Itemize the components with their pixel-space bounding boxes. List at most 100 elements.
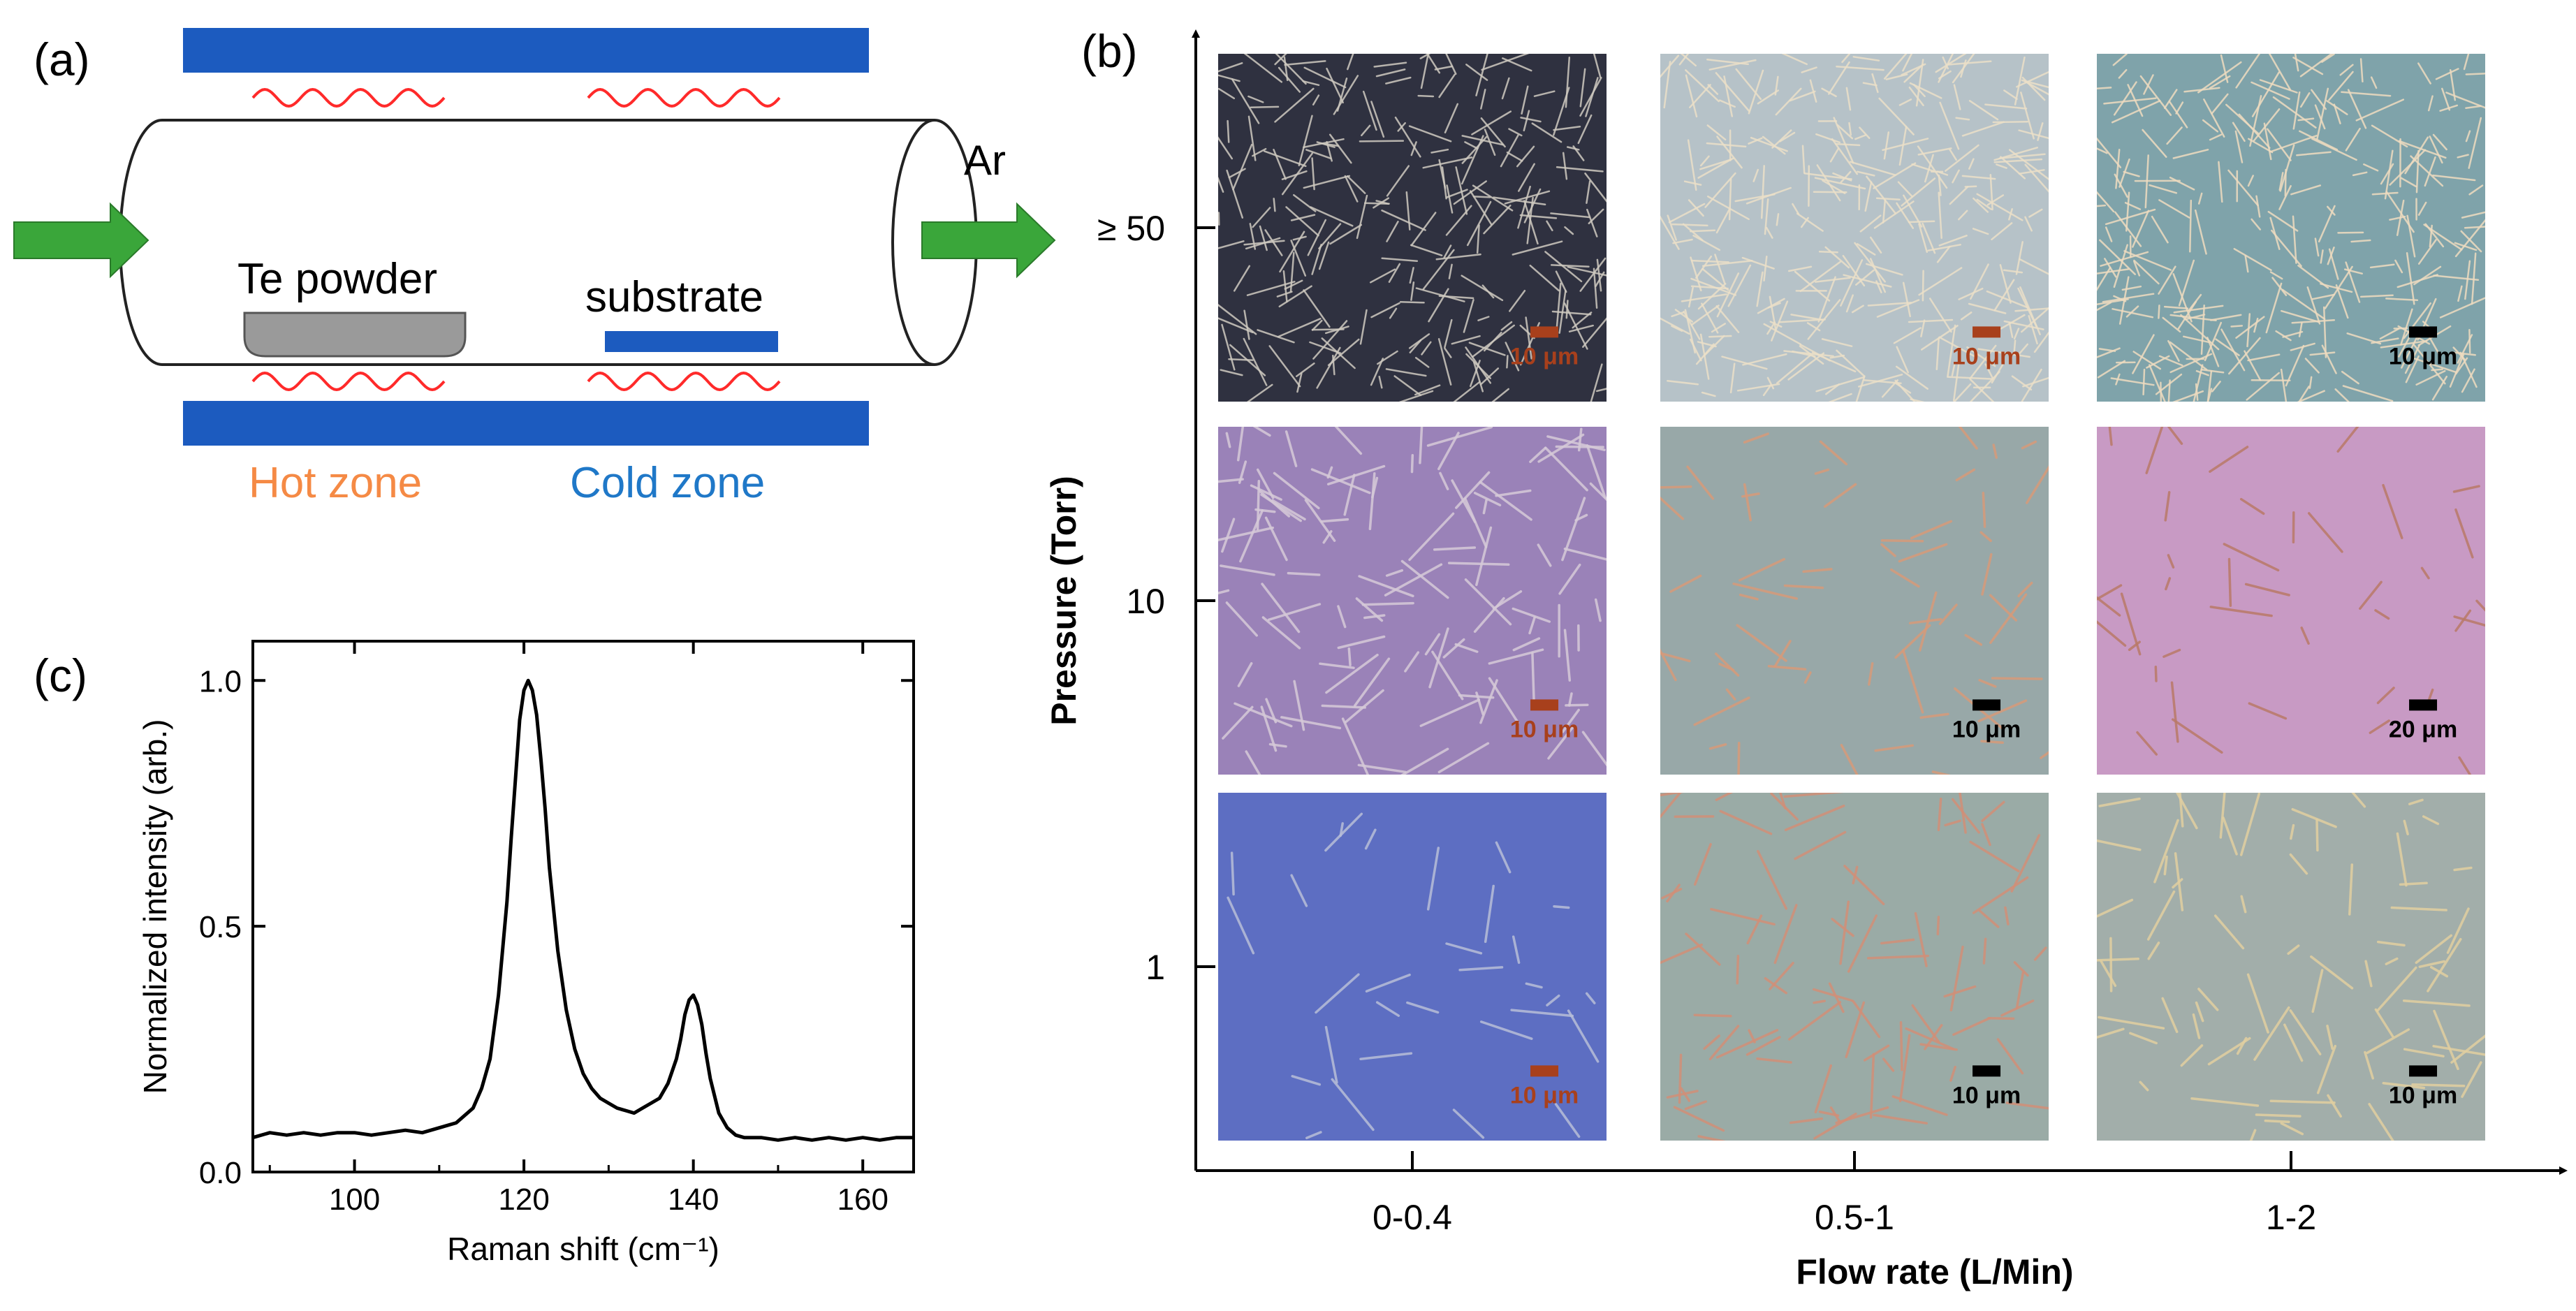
panel-c-label: (c) [34,650,87,701]
substrate-label: substrate [585,273,763,321]
nanowire [1993,678,2042,679]
nanowire [2158,305,2159,318]
panel-a-label: (a) [34,34,90,85]
micrograph-grid: 10 μm 10 μm 10 μm 10 μm 10 μm 20 μm 10 μm 10 μm… [1199,41,2501,1152]
nanowire [1360,141,1403,142]
nanowire [1983,493,1984,527]
scale-bar [2409,1065,2437,1076]
gas-label: Ar [964,137,1006,184]
scale-bar-label: 10 μm [1952,716,2021,742]
nanowire [1709,336,1731,337]
panel-b-label: (b) [1081,25,1138,77]
y-tick-label: 1.0 [199,664,242,698]
nanowire [2094,205,2105,206]
micrograph: 10 μm [2077,772,2487,1152]
scale-bar-label: 10 μm [1510,343,1579,369]
micrograph: 10 μm [1215,405,1620,781]
scale-bar [1973,699,2000,710]
nanowire [2271,1101,2334,1103]
nanowire [1412,455,1413,472]
micrograph: 10 μm [1645,41,2068,416]
micrograph: 10 μm [1639,427,2056,802]
nanowire [1984,939,1985,963]
nanowire [2469,330,2470,353]
te-powder-boat [244,313,465,356]
nanowire [1349,649,1350,665]
y-tick-label: 0.0 [199,1156,242,1190]
nanowire [1288,573,1319,575]
nanowire [2317,820,2318,851]
inlet-flow-arrow-icon [14,204,148,277]
nanowire [1449,563,1509,564]
flow-rate-tick-label: 0-0.4 [1373,1198,1452,1237]
hot-zone-label: Hot zone [249,459,422,507]
raman-spectrum-line [253,680,914,1140]
scale-bar [2409,699,2437,710]
heating-coil [253,373,444,390]
scale-bar-label: 10 μm [2389,343,2457,369]
nanowire [2230,559,2231,606]
nanowire [1474,196,1490,197]
axis-ticks [253,641,914,1172]
tube-outline [120,120,935,365]
pressure-axis-title: Pressure (Torr) [1044,476,1083,726]
nanowire [1649,487,1691,488]
substrate [605,331,778,352]
nanowire [1556,447,1603,448]
nanowire [1737,956,1738,983]
nanowire [1258,481,1259,529]
panel-b: (b) ≥ 50 10 1 0-0.4 0.5-1 1-2 Pressure (Torr… [1044,25,2563,1291]
nanowire [1363,603,1413,605]
x-tick-label: 120 [498,1182,549,1217]
nanowire [2401,883,2427,884]
scale-bar [1530,326,1558,337]
nanowire [1989,1018,2014,1019]
source-label: Te powder [237,255,437,303]
nanowire [1228,121,1229,142]
flow-rate-tick-label: 1-2 [2266,1198,2316,1237]
pressure-tick-label: 1 [1146,948,1165,987]
flow-rate-axis-title: Flow rate (L/Min) [1796,1252,2073,1291]
scale-bar [1530,699,1558,710]
heating-coil [588,89,780,106]
nanowire [1901,1023,1903,1070]
nanowire [1820,251,1838,252]
nanowire [1554,907,1569,908]
x-tick-label: 160 [837,1182,888,1217]
pressure-ticks: ≥ 50 10 1 [1097,209,1215,987]
nanowire [1909,221,1934,222]
x-tick-label: 100 [329,1182,380,1217]
scale-bar-label: 20 μm [2389,716,2457,742]
nanowire [2256,1115,2300,1116]
pressure-tick-label: 10 [1126,582,1165,621]
micrograph: 10 μm [1218,793,1607,1141]
micrograph: 10 μm [1199,42,1612,411]
pressure-tick-label: ≥ 50 [1097,209,1165,248]
scale-bar-label: 10 μm [2389,1082,2457,1108]
scale-bar-label: 10 μm [1510,1082,1579,1108]
micrograph: 10 μm [2085,42,2501,419]
nanowire [2190,200,2191,251]
nanowire [1690,230,1715,232]
scale-bar-label: 10 μm [1510,716,1579,742]
scale-bar [1973,326,2000,337]
micrograph: 20 μm [2074,407,2491,782]
micrograph: 10 μm [1650,770,2062,1142]
scale-bar-label: 10 μm [1952,1082,2021,1108]
nanowire [2111,938,2112,991]
flow-rate-tick-label: 0.5-1 [1815,1198,1894,1237]
scale-bar [2409,326,2437,337]
top-heater [183,28,869,73]
nanowire [1229,359,1252,360]
panel-c: (c) 100 120 140 160 0.0 0.5 1.0 Raman shift (c… [34,641,914,1267]
nanowire [1251,107,1278,108]
nanowire [2091,959,2139,960]
nanowire [1695,1015,1731,1016]
nanowire [1532,653,1534,701]
nanowire [2093,87,2111,89]
nanowire [2232,325,2242,326]
x-axis-label: Raman shift (cm⁻¹) [447,1231,719,1267]
nanowire [1567,301,1568,318]
x-tick-label: 140 [668,1182,719,1217]
y-tick-label: 0.5 [199,910,242,944]
